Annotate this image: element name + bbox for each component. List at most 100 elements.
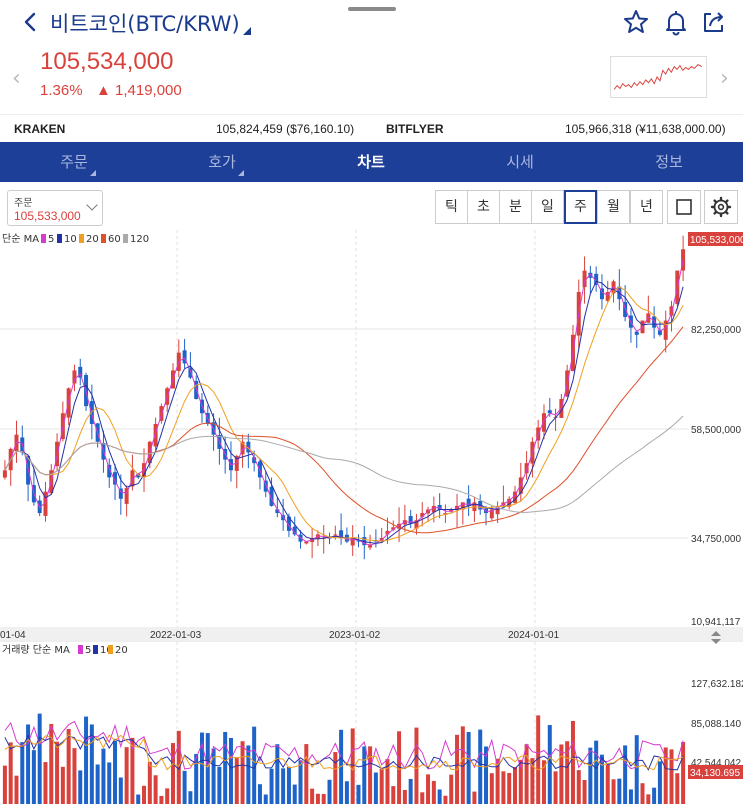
volume-bar xyxy=(211,748,216,804)
tab-info[interactable]: 정보 xyxy=(595,142,743,182)
candle-body xyxy=(78,366,83,378)
x-axis-label: 01-04 xyxy=(0,630,26,641)
x-axis-label: 2024-01-01 xyxy=(508,630,560,641)
volume-legend: 거래량 단순 MA 5 10 20 xyxy=(2,644,128,656)
volume-bar xyxy=(263,794,268,804)
candle-body xyxy=(194,380,199,399)
volume-bar xyxy=(130,737,135,804)
chart-settings-button[interactable] xyxy=(704,190,738,224)
volume-bar xyxy=(95,764,100,804)
volume-bar xyxy=(565,741,570,804)
candle-body xyxy=(397,523,402,529)
x-axis-label: 2022-01-03 xyxy=(150,630,202,641)
candle-body xyxy=(431,505,436,513)
share-icon[interactable] xyxy=(700,8,728,36)
prev-arrow-icon[interactable]: ‹ xyxy=(12,66,21,91)
volume-bar xyxy=(675,773,680,804)
price-legend: 단순 MA 5 10 20 60 120 xyxy=(2,233,149,245)
volume-bar xyxy=(153,775,158,804)
square-icon xyxy=(676,199,692,215)
candle-body xyxy=(43,491,48,516)
candle-body xyxy=(286,516,291,531)
current-price-tag xyxy=(688,232,743,246)
volume-bar xyxy=(501,771,506,804)
candle-body xyxy=(391,527,396,530)
order-price-select[interactable]: 주문 105,533,000 xyxy=(7,190,103,226)
next-arrow-icon[interactable]: › xyxy=(720,66,729,91)
star-icon[interactable] xyxy=(622,8,650,36)
volume-bar xyxy=(588,747,593,804)
x-axis-band xyxy=(0,627,743,640)
chart-type-button[interactable] xyxy=(667,190,701,224)
tab-label: 시세 xyxy=(506,153,534,171)
candle-body xyxy=(368,545,373,548)
exchange-name: BITFLYER xyxy=(386,122,444,136)
volume-bar xyxy=(559,744,564,804)
legend-title: 단순 MA xyxy=(2,233,39,245)
volume-bar xyxy=(269,768,274,804)
tab-order[interactable]: 주문 xyxy=(0,142,148,182)
volume-bars xyxy=(2,713,686,804)
volume-bar xyxy=(443,795,448,804)
candle-body xyxy=(605,292,610,301)
back-icon[interactable] xyxy=(18,8,44,36)
period-week[interactable]: 주 xyxy=(564,190,597,224)
candle-body xyxy=(657,330,662,335)
sparkline-thumbnail[interactable] xyxy=(610,56,707,98)
period-day[interactable]: 일 xyxy=(531,190,564,224)
legend-swatch xyxy=(57,234,62,243)
bell-icon[interactable] xyxy=(662,8,690,36)
volume-bar xyxy=(489,773,494,804)
change-amount: ▲ 1,419,000 xyxy=(96,82,182,99)
panel-resize-icon[interactable] xyxy=(711,631,721,644)
volume-bar xyxy=(246,745,251,804)
volume-y-label: 127,632.182 xyxy=(691,679,743,690)
legend-label: 60 xyxy=(108,234,121,245)
period-second[interactable]: 초 xyxy=(467,190,500,224)
volume-bar xyxy=(681,742,686,804)
period-month[interactable]: 월 xyxy=(597,190,630,224)
price-chart[interactable]: 단순 MA 5 10 20 60 120 105,533,000 82,250,… xyxy=(0,230,743,804)
volume-bar xyxy=(449,774,454,804)
title-dropdown-icon[interactable] xyxy=(243,27,251,35)
volume-bar xyxy=(159,795,164,804)
exchange-value: 105,966,318 (¥11,638,000.00) xyxy=(565,122,726,136)
volume-bar xyxy=(281,768,286,804)
volume-bar xyxy=(142,785,147,804)
tab-orderbook[interactable]: 호가 xyxy=(148,142,296,182)
volume-y-label: 42,544.042 xyxy=(691,758,741,769)
drag-handle[interactable] xyxy=(348,7,396,11)
volume-bar xyxy=(524,744,529,804)
volume-bar xyxy=(182,770,187,804)
tab-chart[interactable]: 차트 xyxy=(297,142,445,182)
exchange-value: 105,824,459 ($76,160.10) xyxy=(216,122,355,136)
volume-bar xyxy=(188,791,193,804)
volume-bar xyxy=(420,792,425,804)
volume-bar xyxy=(553,771,558,804)
volume-bar xyxy=(402,789,407,804)
candle-body xyxy=(350,538,355,546)
volume-bar xyxy=(136,794,141,804)
volume-bar xyxy=(321,793,326,804)
candle-body xyxy=(304,541,309,544)
volume-bar xyxy=(634,735,639,804)
period-year[interactable]: 년 xyxy=(630,190,663,224)
candle-body xyxy=(292,526,297,535)
ma-line xyxy=(4,326,684,534)
candle-body xyxy=(547,410,552,414)
candle-body xyxy=(663,320,668,340)
candle-body xyxy=(414,520,419,529)
tab-market[interactable]: 시세 xyxy=(446,142,594,182)
gear-icon xyxy=(710,196,732,218)
period-minute[interactable]: 분 xyxy=(499,190,532,224)
volume-bar xyxy=(431,780,436,804)
ma-line xyxy=(4,280,684,544)
candle-body xyxy=(252,457,257,464)
volume-bar xyxy=(426,774,431,804)
volume-bar xyxy=(14,775,19,804)
period-tick[interactable]: 틱 xyxy=(435,190,468,224)
moving-average-lines xyxy=(4,259,684,771)
volume-bar xyxy=(495,758,500,804)
page-title[interactable]: 비트코인(BTC/KRW) xyxy=(50,12,240,36)
volume-bar xyxy=(89,724,94,804)
